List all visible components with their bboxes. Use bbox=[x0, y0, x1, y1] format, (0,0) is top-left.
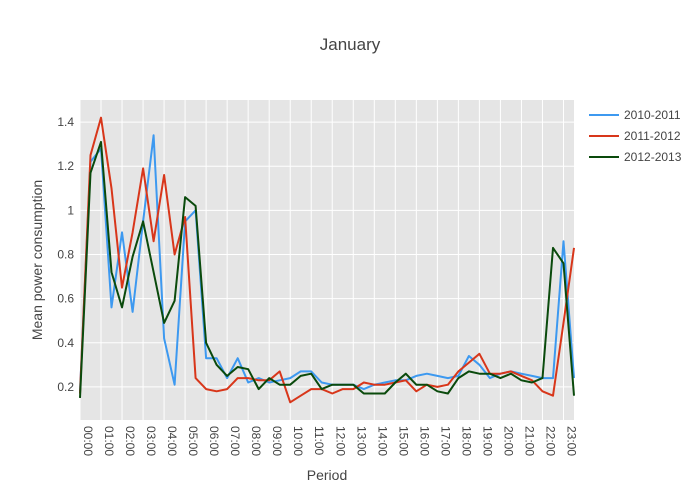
x-tick-label: 14:00 bbox=[375, 426, 389, 456]
x-tick-label: 12:00 bbox=[333, 426, 347, 456]
x-tick-label: 00:00 bbox=[81, 426, 95, 456]
series-lines bbox=[79, 116, 575, 404]
x-tick-label: 06:00 bbox=[207, 426, 221, 456]
x-tick-label: 07:00 bbox=[228, 426, 242, 456]
y-tick-label: 1.2 bbox=[57, 159, 74, 173]
x-tick-label: 01:00 bbox=[102, 426, 116, 456]
x-tick-label: 10:00 bbox=[291, 426, 305, 456]
y-tick-label: 0.6 bbox=[57, 292, 74, 306]
x-tick-label: 18:00 bbox=[459, 426, 473, 456]
series-line-2010-2011 bbox=[79, 134, 575, 392]
y-tick-label: 0.2 bbox=[57, 380, 74, 394]
legend[interactable]: 2010-2011 2011-2012 2012-2013 bbox=[589, 108, 682, 164]
y-tick-label: 1.4 bbox=[57, 115, 74, 129]
x-tick-label: 05:00 bbox=[186, 426, 200, 456]
x-tick-label: 03:00 bbox=[144, 426, 158, 456]
y-gridlines bbox=[80, 121, 574, 388]
x-tick-label: 15:00 bbox=[396, 426, 410, 456]
x-tick-label: 17:00 bbox=[438, 426, 452, 456]
y-axis-title: Mean power consumption bbox=[29, 180, 45, 340]
chart-title: January bbox=[320, 35, 381, 54]
y-tick-label: 1 bbox=[67, 203, 74, 217]
x-tick-label: 04:00 bbox=[165, 426, 179, 456]
x-tick-label: 16:00 bbox=[417, 426, 431, 456]
x-tick-label: 13:00 bbox=[354, 426, 368, 456]
x-gridlines bbox=[79, 100, 564, 420]
legend-item[interactable]: 2011-2012 bbox=[589, 129, 681, 143]
y-tick-label: 0.8 bbox=[57, 247, 74, 261]
legend-label: 2012-2013 bbox=[624, 150, 682, 164]
x-tick-label: 22:00 bbox=[543, 426, 557, 456]
x-tick-label: 11:00 bbox=[312, 426, 326, 455]
y-tick-label: 0.4 bbox=[57, 336, 74, 350]
series-line-2012-2013 bbox=[79, 140, 575, 398]
x-tick-label: 19:00 bbox=[480, 426, 494, 456]
x-tick-label: 20:00 bbox=[501, 426, 515, 456]
x-tick-label: 21:00 bbox=[522, 426, 536, 456]
legend-item[interactable]: 2012-2013 bbox=[589, 150, 682, 164]
x-tick-label: 08:00 bbox=[249, 426, 263, 456]
y-axis-ticks: 0.2 0.4 0.6 0.8 1 1.2 1.4 bbox=[57, 115, 74, 394]
x-tick-label: 02:00 bbox=[123, 426, 137, 456]
legend-label: 2011-2012 bbox=[624, 129, 681, 143]
x-tick-label: 09:00 bbox=[270, 426, 284, 456]
legend-label: 2010-2011 bbox=[624, 108, 681, 122]
x-axis-ticks: 00:00 01:00 02:00 03:00 04:00 05:00 06:00 07:00… bbox=[81, 426, 578, 456]
x-axis-title: Period bbox=[307, 467, 347, 483]
plot-area bbox=[80, 100, 574, 420]
x-tick-label: 23:00 bbox=[564, 426, 578, 456]
legend-item[interactable]: 2010-2011 bbox=[589, 108, 681, 122]
